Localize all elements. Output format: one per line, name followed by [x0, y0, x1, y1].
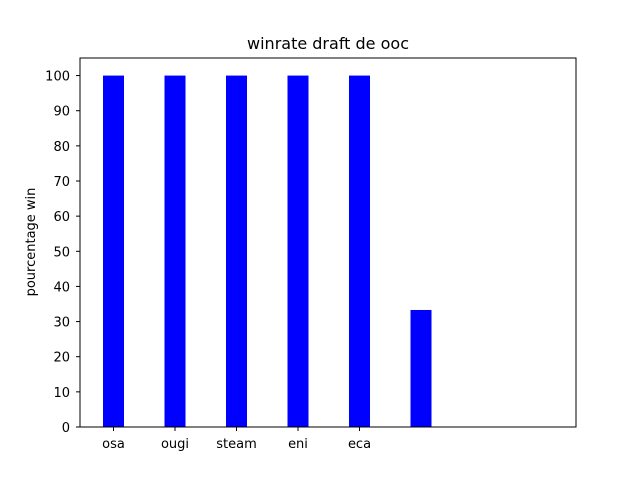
plot-frame: [79, 57, 577, 428]
x-tick-label: ougi: [161, 437, 189, 452]
bar-steam: [226, 75, 247, 428]
bar-osa: [103, 75, 124, 428]
x-tick-label: osa: [102, 437, 125, 452]
y-tick-label: 20: [53, 351, 70, 366]
bar-eni: [287, 75, 309, 428]
y-ticks-group: 0 10 20 30 40 50 60 70 80 90 100: [45, 70, 80, 436]
y-tick-label: 0: [62, 421, 70, 436]
y-tick-label: 80: [53, 140, 70, 155]
bar-ougi: [164, 75, 186, 428]
x-tick-label: steam: [216, 437, 257, 452]
y-tick-label: 70: [53, 175, 70, 190]
y-axis-label: pourcentage win: [24, 188, 39, 297]
y-tick-label: 10: [53, 386, 70, 401]
x-ticks-group: osa ougi steam eni eca: [102, 427, 371, 452]
y-tick-label: 60: [53, 210, 70, 225]
y-tick-label: 30: [53, 316, 70, 331]
x-tick-label: eca: [348, 437, 371, 452]
bar-eca: [349, 75, 370, 428]
chart-title: winrate draft de ooc: [247, 34, 409, 53]
bar-item-6: [410, 309, 432, 427]
y-tick-label: 90: [53, 105, 70, 120]
x-tick-label: eni: [288, 437, 308, 452]
y-tick-label: 40: [53, 280, 70, 295]
y-tick-label: 50: [53, 245, 70, 260]
y-tick-label: 100: [45, 70, 70, 85]
bars-group: [103, 75, 432, 428]
